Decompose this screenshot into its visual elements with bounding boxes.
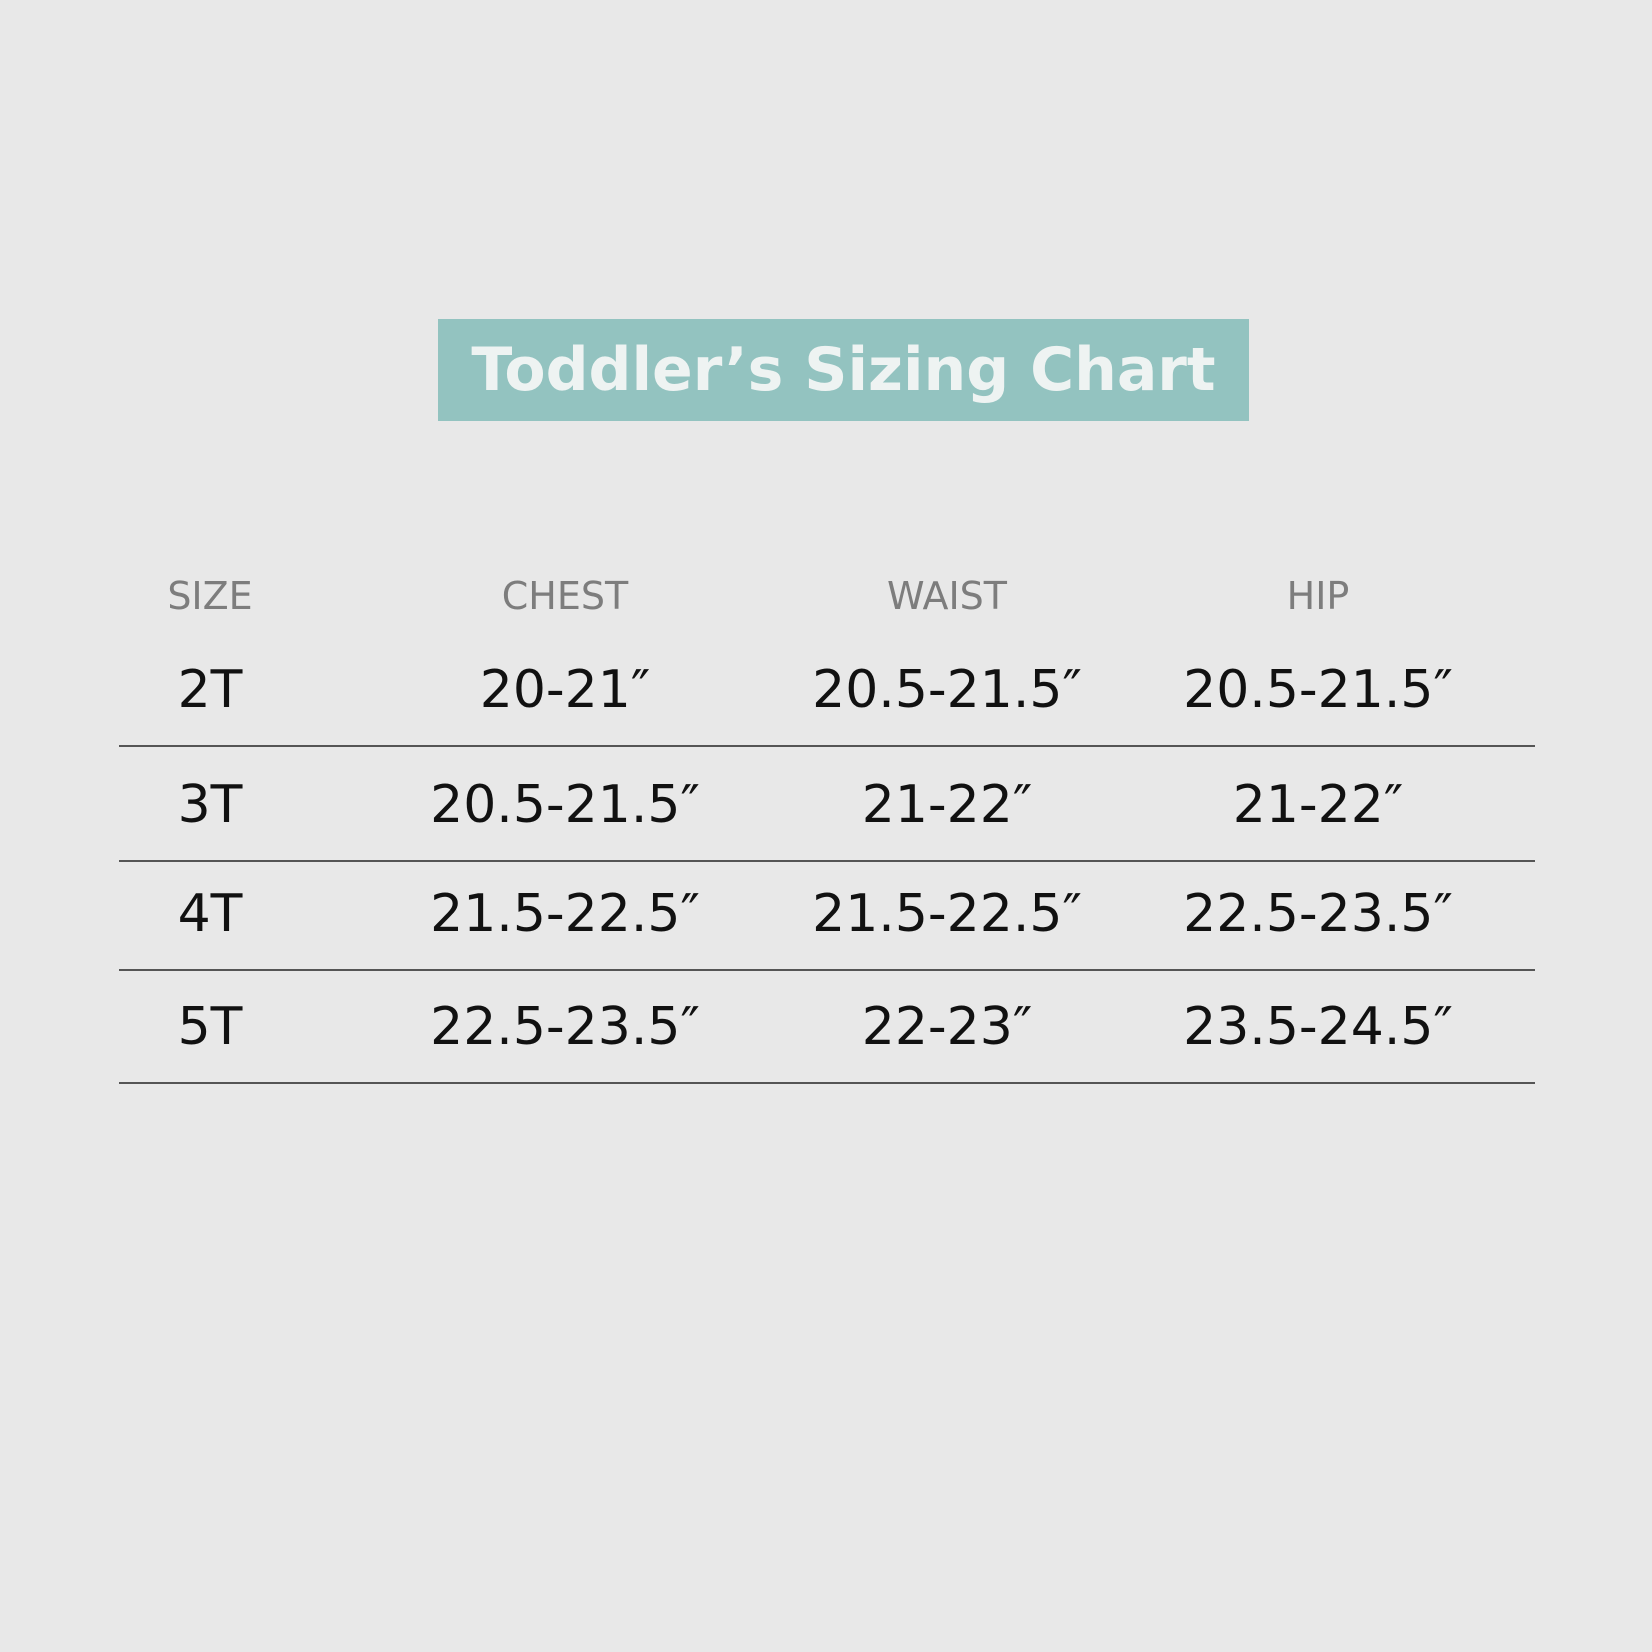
cell-hip: 22.5-23.5″ (1183, 884, 1453, 944)
title-banner: Toddler’s Sizing Chart (438, 319, 1249, 421)
cell-waist: 22-23″ (861, 997, 1033, 1057)
cell-hip: 20.5-21.5″ (1183, 660, 1453, 720)
cell-waist: 21-22″ (861, 775, 1033, 835)
header-waist: WAIST (886, 574, 1008, 618)
cell-chest: 20.5-21.5″ (430, 775, 700, 835)
cell-waist: 20.5-21.5″ (812, 660, 1082, 720)
cell-chest: 21.5-22.5″ (430, 884, 700, 944)
chart-title: Toddler’s Sizing Chart (471, 335, 1216, 405)
cell-hip: 21-22″ (1232, 775, 1404, 835)
cell-hip: 23.5-24.5″ (1183, 997, 1453, 1057)
cell-size: 2T (177, 660, 243, 720)
row-divider (119, 1082, 1535, 1084)
header-chest: CHEST (501, 574, 629, 618)
header-size: SIZE (167, 574, 253, 618)
cell-chest: 20-21″ (479, 660, 651, 720)
row-divider (119, 745, 1535, 747)
header-hip: HIP (1286, 574, 1350, 618)
cell-size: 4T (177, 884, 243, 944)
cell-chest: 22.5-23.5″ (430, 997, 700, 1057)
cell-size: 3T (177, 775, 243, 835)
cell-waist: 21.5-22.5″ (812, 884, 1082, 944)
cell-size: 5T (177, 997, 243, 1057)
row-divider (119, 860, 1535, 862)
row-divider (119, 969, 1535, 971)
